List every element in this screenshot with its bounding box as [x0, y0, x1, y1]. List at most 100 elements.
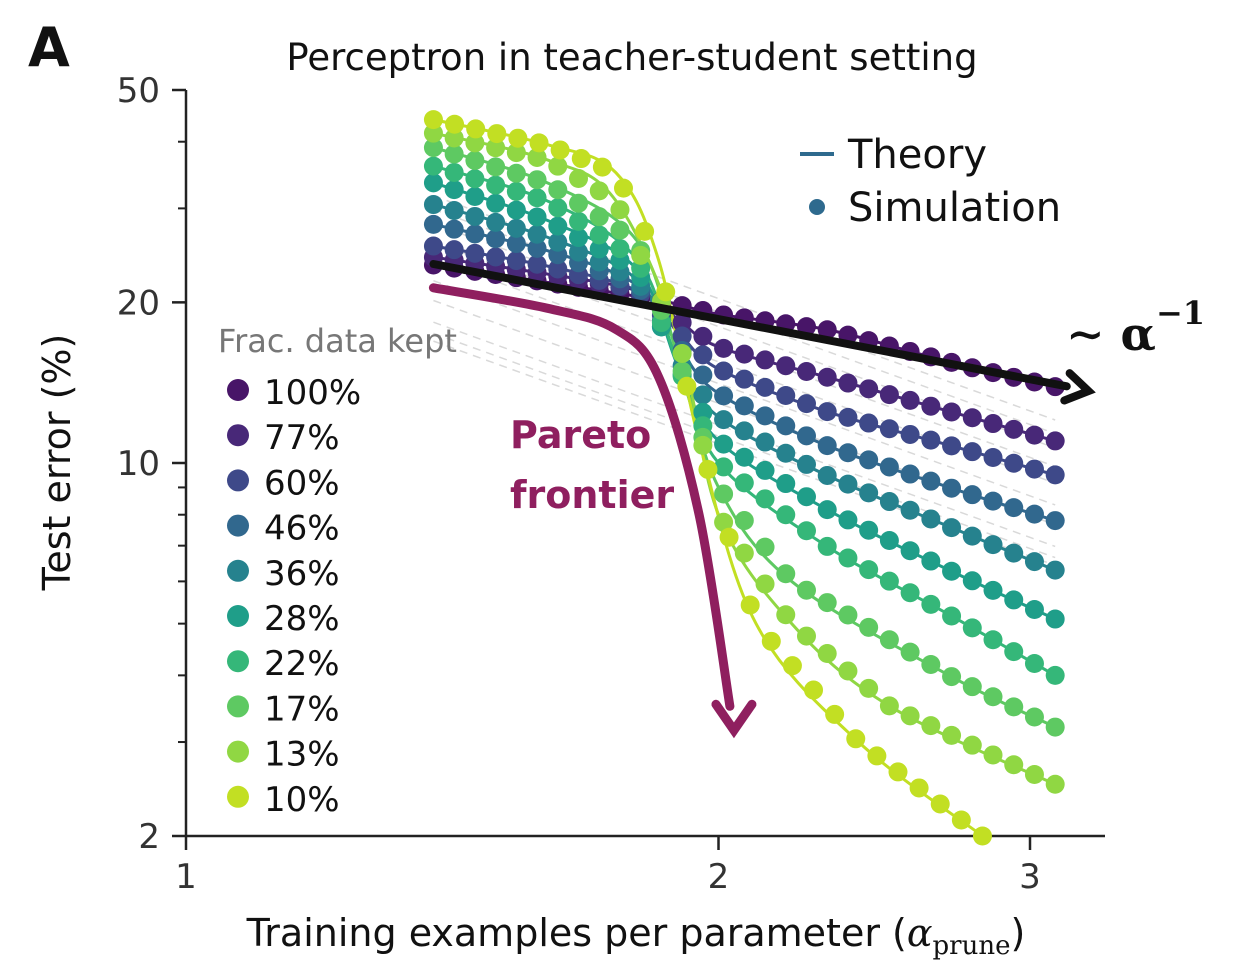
simulation-dot: [506, 163, 526, 183]
simulation-dot: [796, 626, 816, 646]
simulation-dot: [859, 560, 879, 580]
simulation-dot: [548, 156, 568, 176]
simulation-dot: [796, 580, 816, 600]
simulation-dot: [610, 200, 630, 220]
simulation-dot: [486, 138, 506, 158]
legend-fraction-label: 28%: [264, 599, 340, 639]
legend-fraction-label: 10%: [264, 780, 340, 820]
simulation-dot: [506, 234, 526, 254]
simulation-dot: [921, 654, 941, 674]
simulation-dot: [859, 413, 879, 433]
chart-title: Perceptron in teacher-student setting: [286, 36, 977, 79]
simulation-dot: [1024, 459, 1044, 479]
simulation-dot: [776, 564, 796, 584]
simulation-dot: [693, 326, 713, 346]
simulation-dot: [888, 762, 908, 782]
simulation-dot: [610, 220, 630, 240]
simulation-dot: [1024, 707, 1044, 727]
simulation-dot: [900, 642, 920, 662]
simulation-dot: [942, 667, 962, 687]
legend-fraction-marker: [227, 695, 249, 718]
simulation-dot: [796, 487, 816, 507]
simulation-dot: [631, 245, 651, 265]
simulation-dot: [900, 464, 920, 484]
simulation-dot: [486, 212, 506, 232]
simulation-dot: [1004, 453, 1024, 473]
simulation-dot: [900, 541, 920, 561]
legend-fraction-label: 46%: [264, 509, 340, 549]
simulation-dot: [486, 175, 506, 195]
legend-fraction-marker: [227, 469, 249, 492]
simulation-dot: [1024, 653, 1044, 673]
simulation-dot: [693, 402, 713, 422]
simulation-dot: [589, 181, 609, 201]
simulation-dot: [972, 826, 992, 846]
simulation-dot: [755, 406, 775, 426]
simulation-dot: [879, 530, 899, 550]
simulation-dot: [755, 574, 775, 594]
x-axis-label-sub: prune: [933, 931, 1011, 961]
simulation-dot: [909, 778, 929, 798]
simulation-dot: [610, 239, 630, 259]
simulation-dot: [529, 133, 549, 153]
simulation-dot: [486, 229, 506, 249]
simulation-dot: [838, 407, 858, 427]
simulation-dot: [465, 150, 485, 170]
simulation-dot: [569, 228, 589, 248]
simulation-dot: [962, 442, 982, 462]
simulation-dot: [859, 450, 879, 470]
simulation-dot: [838, 474, 858, 494]
simulation-dot: [962, 735, 982, 755]
simulation-dot: [444, 180, 464, 200]
simulation-dot: [734, 473, 754, 493]
simulation-dot: [569, 169, 589, 189]
panel-label: A: [28, 16, 70, 79]
simulation-dot: [817, 644, 837, 664]
simulation-dot: [734, 344, 754, 364]
simulation-dot: [444, 219, 464, 239]
simulation-dot: [693, 345, 713, 365]
legend-fraction-marker: [227, 785, 249, 808]
simulation-dot: [466, 119, 486, 139]
simulation-dot: [796, 521, 816, 541]
simulation-dot: [859, 483, 879, 503]
simulation-dot: [693, 365, 713, 385]
simulation-dot: [817, 536, 837, 556]
simulation-dot: [1004, 590, 1024, 610]
simulation-dot: [962, 485, 982, 505]
simulation-dot: [527, 170, 547, 190]
simulation-dot: [506, 181, 526, 201]
simulation-dot: [879, 571, 899, 591]
simulation-dot: [962, 618, 982, 638]
simulation-dot: [734, 396, 754, 416]
simulation-dot: [782, 656, 802, 676]
simulation-dot: [740, 595, 760, 615]
simulation-dot: [859, 678, 879, 698]
simulation-dot: [527, 254, 547, 274]
y-tick-label: 2: [138, 817, 160, 857]
simulation-dots: [423, 110, 1065, 846]
simulation-dot: [423, 110, 443, 130]
pareto-frontier-arrow-head: [711, 699, 757, 739]
simulation-dot: [942, 518, 962, 538]
legend-fraction-marker: [227, 514, 249, 537]
simulation-dot: [1024, 765, 1044, 785]
simulation-dot: [921, 716, 941, 736]
simulation-dot: [817, 402, 837, 422]
simulation-dot: [698, 459, 718, 479]
simulation-dot: [571, 149, 591, 169]
simulation-dot: [951, 810, 971, 830]
simulation-dot: [589, 252, 609, 272]
simulation-dot: [714, 457, 734, 477]
simulation-dot: [527, 238, 547, 258]
simulation-dot: [714, 434, 734, 454]
simulation-dot: [672, 361, 692, 381]
guide-line: [433, 279, 1056, 506]
simulation-dot: [714, 338, 734, 358]
simulation-dot: [867, 746, 887, 766]
simulation-dot: [817, 500, 837, 520]
x-tick-label: 3: [1019, 857, 1041, 897]
legend-fraction-label: 13%: [264, 735, 340, 775]
simulation-dot: [879, 492, 899, 512]
simulation-dot: [983, 535, 1003, 555]
